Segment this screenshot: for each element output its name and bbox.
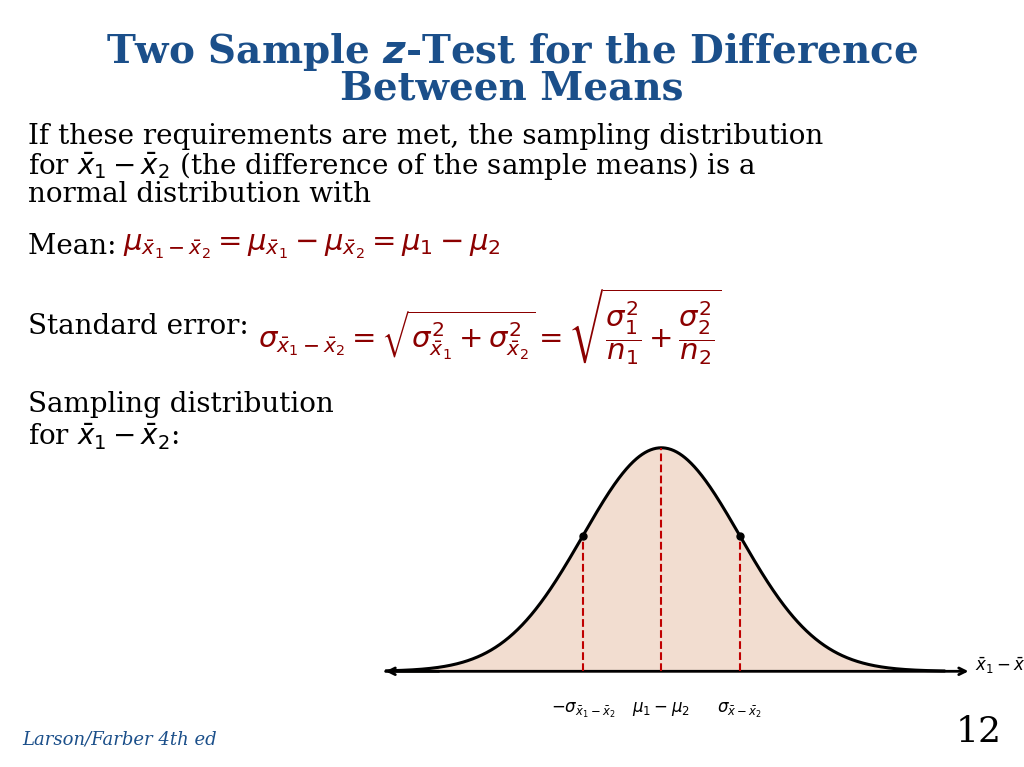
Text: $\sigma_{\bar{x}_1-\bar{x}_2} = \sqrt{\sigma^2_{\bar{x}_1}+\sigma^2_{\bar{x}_2}}: $\sigma_{\bar{x}_1-\bar{x}_2} = \sqrt{\s… [258, 287, 722, 367]
Text: $\mu_1-\mu_2$: $\mu_1-\mu_2$ [633, 700, 690, 719]
Text: normal distribution with: normal distribution with [28, 182, 371, 209]
Text: $\sigma_{\bar{x}-\bar{x}_2}$: $\sigma_{\bar{x}-\bar{x}_2}$ [717, 700, 762, 719]
Text: $\bar{x}_1 - \bar{x}_2$: $\bar{x}_1 - \bar{x}_2$ [975, 656, 1024, 676]
Text: Standard error:: Standard error: [28, 314, 258, 341]
Text: Two Sample $\bfit{z}$-Test for the Difference: Two Sample $\bfit{z}$-Test for the Diffe… [105, 31, 919, 73]
Text: If these requirements are met, the sampling distribution: If these requirements are met, the sampl… [28, 123, 823, 150]
Text: Between Means: Between Means [340, 70, 684, 108]
Text: 12: 12 [956, 715, 1002, 749]
Text: for $\bar{x}_1 - \bar{x}_2$ (the difference of the sample means) is a: for $\bar{x}_1 - \bar{x}_2$ (the differe… [28, 150, 757, 182]
Text: Sampling distribution: Sampling distribution [28, 391, 334, 419]
Text: Larson/Farber 4th ed: Larson/Farber 4th ed [22, 731, 217, 749]
Text: $\mu_{\bar{x}_1-\bar{x}_2} = \mu_{\bar{x}_1} - \mu_{\bar{x}_2} = \mu_1 - \mu_2$: $\mu_{\bar{x}_1-\bar{x}_2} = \mu_{\bar{x… [123, 233, 501, 261]
Text: $-\sigma_{\bar{x}_1-\bar{x}_2}$: $-\sigma_{\bar{x}_1-\bar{x}_2}$ [551, 700, 615, 719]
Text: for $\bar{x}_1 - \bar{x}_2$:: for $\bar{x}_1 - \bar{x}_2$: [28, 422, 179, 453]
Text: Mean:: Mean: [28, 233, 125, 261]
